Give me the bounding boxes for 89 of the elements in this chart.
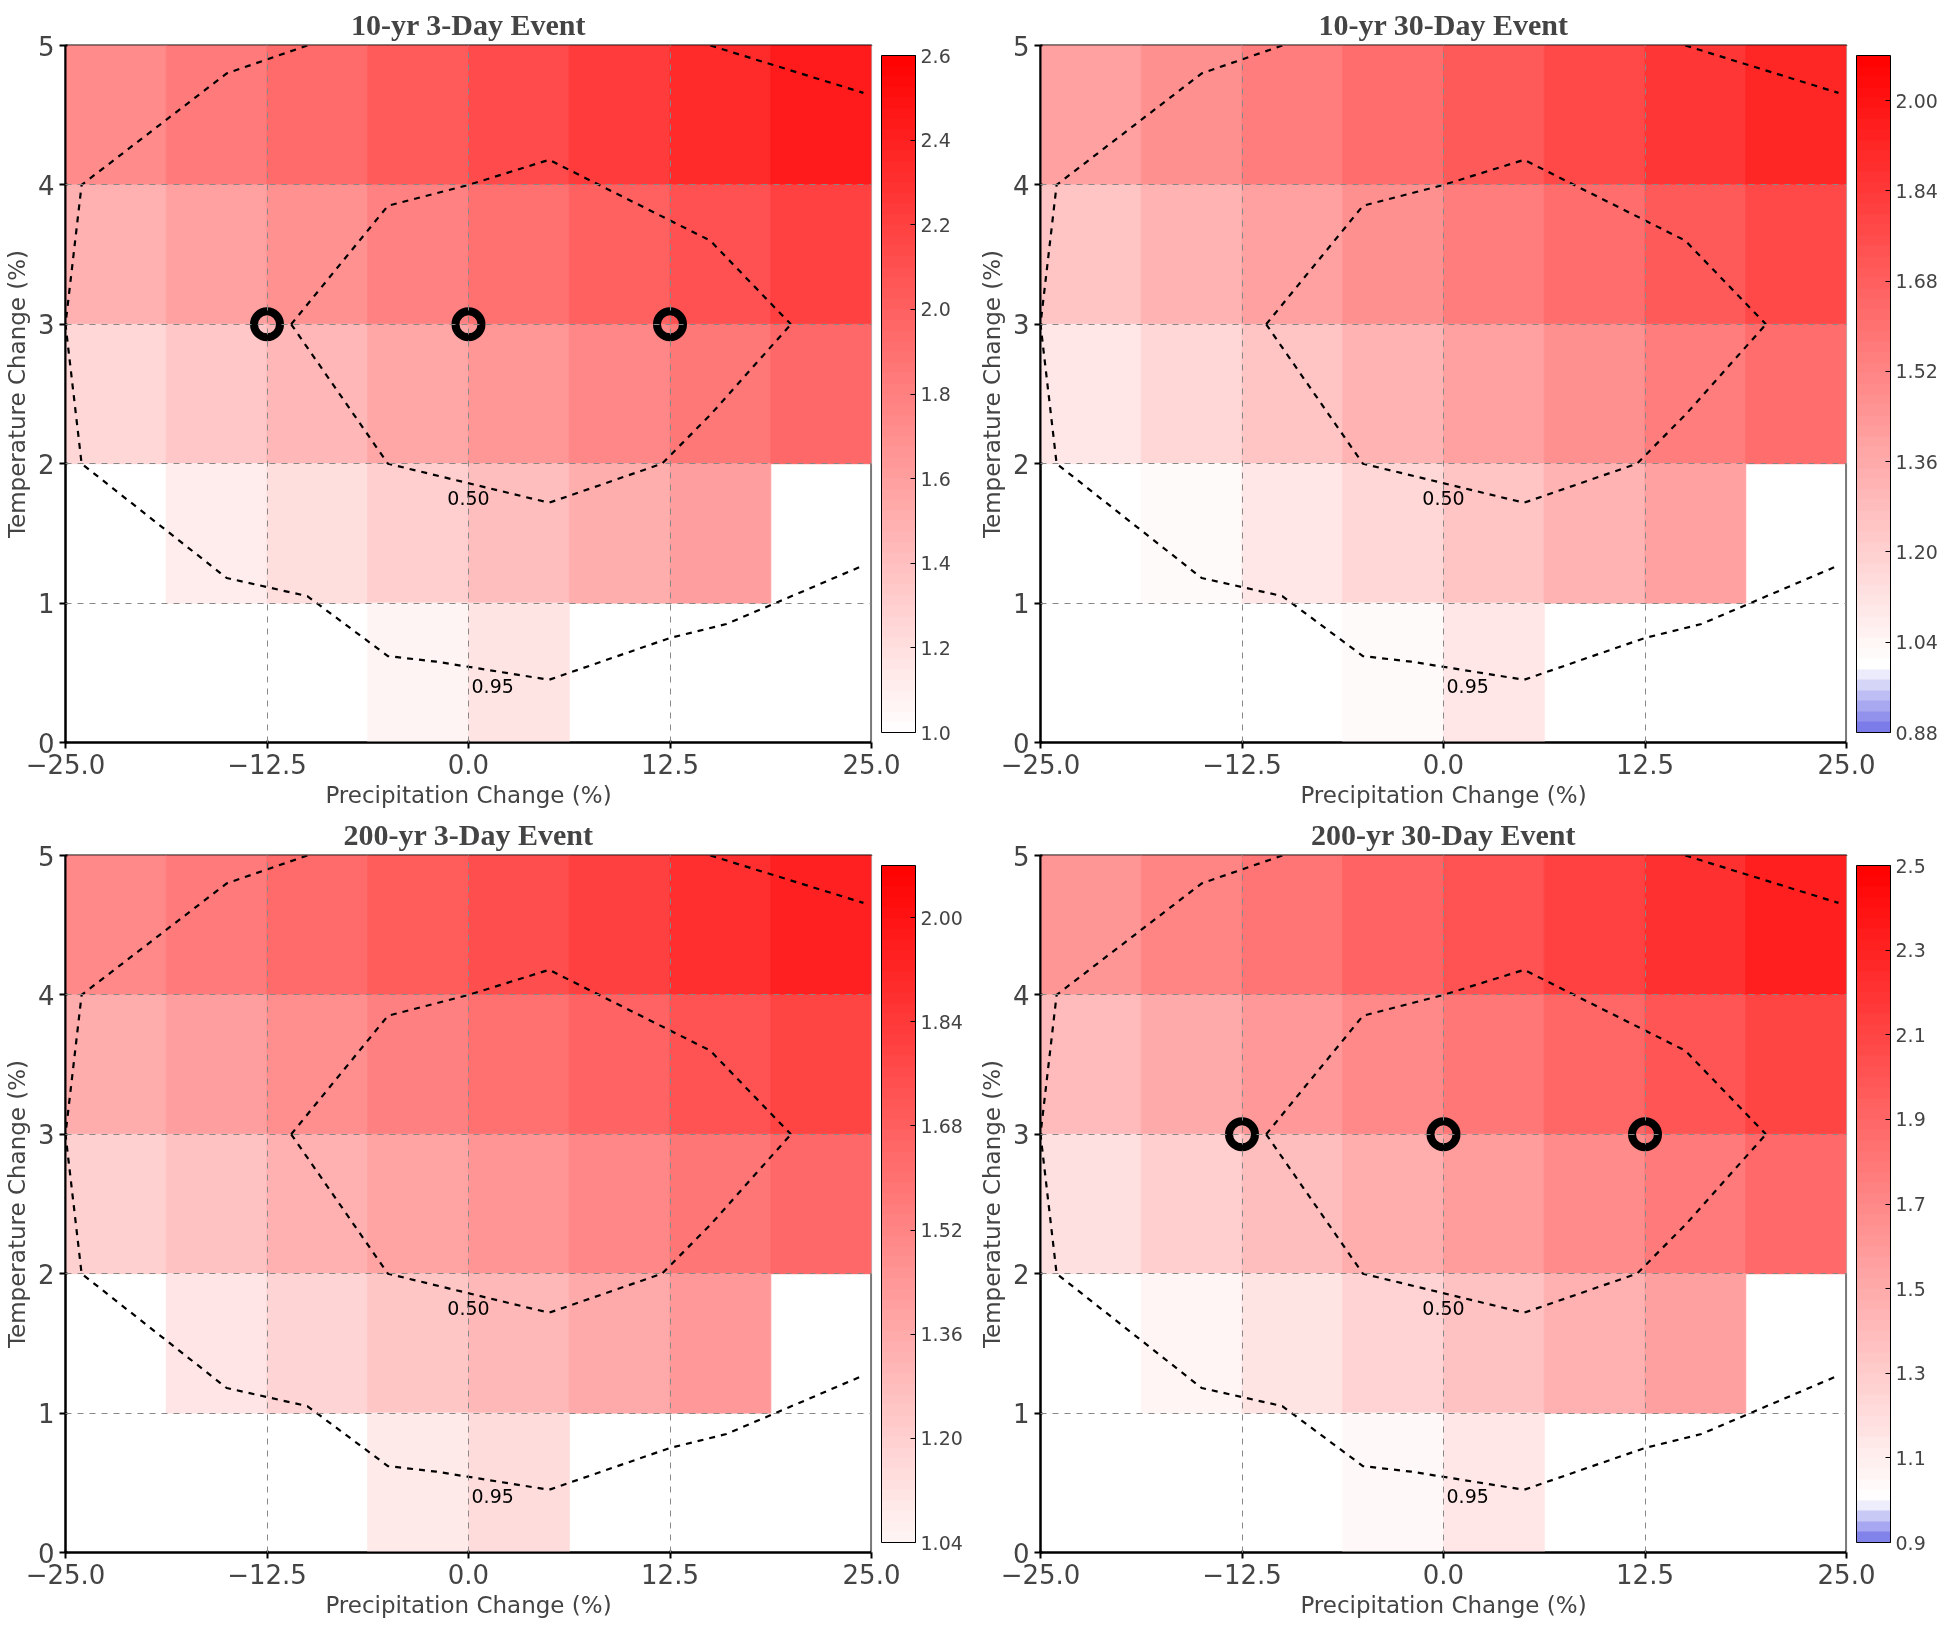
color-bar-label: 1.04 [920,1531,963,1554]
color-bar-label: 1.4 [920,552,951,575]
series-label: 0.95 [471,674,514,697]
chart-title: 200-yr 30-Day Event [1311,817,1576,851]
series-label: 0.50 [447,487,490,510]
chart-title: 10-yr 3-Day Event [351,7,586,41]
y-tick-label: 4 [37,980,55,1011]
y-tick-label: 3 [1012,310,1030,341]
x-tick-label: 12.5 [1616,1559,1674,1590]
series-label: 0.50 [447,1297,490,1320]
y-tick-label: 1 [37,589,55,620]
color-bar-label: 1.52 [920,1219,963,1242]
color-bar-label: 2.00 [920,906,963,929]
color-bar-label: 1.04 [1895,631,1938,654]
series-label: 0.50 [1422,487,1465,510]
x-tick-label: 0.0 [1422,1559,1465,1590]
x-axis-title: Precipitation Change (%) [1300,781,1587,808]
color-bar-label: 1.5 [1895,1277,1926,1300]
y-tick-label: 2 [1012,449,1030,480]
y-tick-label: 1 [37,1399,55,1430]
color-bar-label: 1.6 [920,467,951,490]
color-bar-label: 0.88 [1895,721,1938,744]
color-bar-label: 1.84 [1895,179,1938,202]
color-bar-label: 2.5 [1895,854,1926,877]
x-tick-label: −12.5 [227,749,307,780]
series-label: 0.95 [1446,1484,1489,1507]
color-bar-label: 2.1 [1895,1023,1926,1046]
color-bar-label: 1.84 [920,1010,963,1033]
y-tick-label: 2 [37,449,55,480]
y-tick-label: 2 [37,1259,55,1290]
color-bar-label: 1.68 [920,1114,963,1137]
y-tick-label: 3 [37,1120,55,1151]
color-bar-label: 1.52 [1895,360,1938,383]
color-bar-label: 1.8 [920,383,951,405]
color-bar-label: 1.2 [920,636,951,659]
x-tick-label: 12.5 [641,1559,699,1590]
y-tick-label: 5 [37,31,55,62]
y-tick-label: 4 [37,170,55,201]
color-bar-label: 1.9 [1895,1108,1926,1131]
chart-title: 200-yr 3-Day Event [343,817,593,851]
x-tick-label: 12.5 [1616,749,1674,780]
y-tick-label: 4 [1012,980,1030,1011]
color-bar-label: 1.20 [1895,540,1938,563]
x-tick-label: 0.0 [447,1559,490,1590]
x-tick-label: −12.5 [227,1559,307,1590]
x-tick-label: 0.0 [1422,749,1465,780]
color-bar-label: 1.20 [920,1427,963,1450]
y-tick-label: 1 [1012,1399,1030,1430]
y-tick-label: 5 [1012,841,1030,872]
x-tick-label: 25.0 [1817,1559,1876,1590]
color-bar-label: 1.36 [920,1323,963,1346]
x-axis-title: Precipitation Change (%) [325,781,612,808]
x-tick-label: −12.5 [1202,1559,1282,1590]
y-tick-label: 1 [1012,589,1030,620]
color-bar-label: 2.00 [1895,89,1938,112]
color-bar-label: 1.0 [920,721,951,744]
x-tick-label: 0.0 [447,749,490,780]
y-tick-label: 2 [1012,1259,1030,1290]
x-tick-label: −12.5 [1202,749,1282,780]
y-tick-label: 3 [1012,1120,1030,1151]
color-bar-label: 0.9 [1895,1531,1926,1554]
x-axis-title: Precipitation Change (%) [1300,1591,1587,1618]
y-axis-title: Temperature Change (%) [3,1059,30,1350]
color-bar-label: 1.7 [1895,1193,1926,1215]
color-bar-label: 2.6 [920,44,951,67]
color-bar-label: 1.3 [1895,1362,1926,1385]
series-label: 0.95 [1446,674,1489,697]
x-tick-label: 12.5 [641,749,699,780]
color-bar-label: 2.3 [1895,939,1926,962]
y-axis-title: Temperature Change (%) [3,249,30,540]
series-label: 0.50 [1422,1297,1465,1320]
x-axis-title: Precipitation Change (%) [325,1591,612,1618]
color-bar-label: 1.1 [1895,1446,1926,1469]
y-axis-title: Temperature Change (%) [978,1059,1005,1350]
color-bar-label: 1.36 [1895,450,1938,473]
x-tick-label: 25.0 [842,749,901,780]
y-tick-label: 4 [1012,170,1030,201]
color-bar-label: 1.68 [1895,270,1938,293]
color-bar-label: 2.0 [920,298,951,321]
y-tick-label: 5 [37,841,55,872]
y-tick-label: 5 [1012,31,1030,62]
chart-title: 10-yr 30-Day Event [1318,7,1568,41]
y-tick-label: 3 [37,310,55,341]
y-axis-title: Temperature Change (%) [978,249,1005,540]
x-tick-label: 25.0 [842,1559,901,1590]
series-label: 0.95 [471,1484,514,1507]
x-tick-label: 25.0 [1817,749,1876,780]
color-bar-label: 2.2 [920,213,951,236]
color-bar-label: 2.4 [920,129,951,152]
